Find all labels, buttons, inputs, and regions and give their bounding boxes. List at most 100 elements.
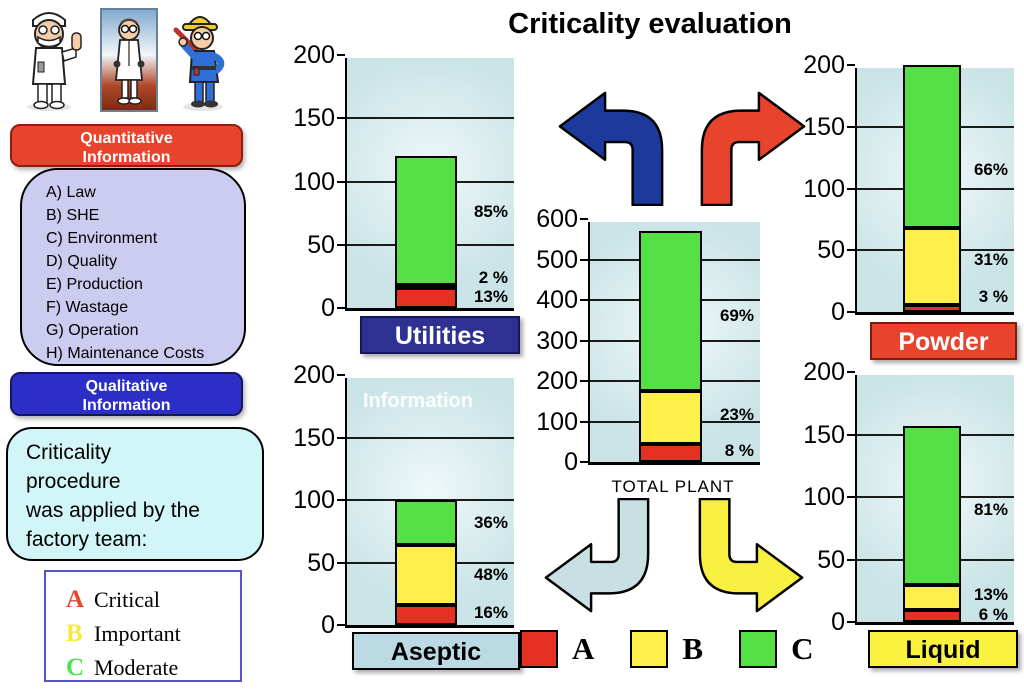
segment-percent-label: 3 %: [978, 287, 1008, 307]
y-tick-mark: [847, 125, 855, 128]
severity-legend-box: A Critical B Important C Moderate: [44, 570, 242, 682]
utilities-y-axis: 0 50 100 150 200: [270, 41, 345, 322]
gridline: [347, 117, 514, 120]
y-tick-mark: [580, 339, 588, 342]
y-tick-label: 600: [536, 205, 578, 233]
powder-plot-area: 3 % 31% 66%: [855, 65, 1014, 315]
y-tick-label: 100: [536, 407, 578, 436]
bar-segment-c: [395, 500, 458, 545]
y-tick-label: 100: [803, 174, 845, 203]
flow-arrow-left-icon: [558, 91, 664, 206]
powder-y-axis: 0 50 100 150 200: [780, 51, 855, 326]
y-tick-label: 200: [293, 41, 335, 69]
severity-letter-b: B: [66, 620, 83, 647]
flow-arrow-down-left-icon: [544, 498, 650, 613]
bar-segment-b: [902, 228, 961, 305]
criteria-item: B) SHE: [46, 207, 100, 224]
criteria-item: H) Maintenance Costs: [46, 345, 205, 362]
y-tick-label: 200: [803, 358, 845, 386]
series-a-letter: A: [572, 631, 595, 666]
severity-label-moderate: Moderate: [94, 655, 179, 680]
y-tick-mark: [337, 117, 345, 120]
criteria-item: C) Environment: [46, 230, 158, 247]
aseptic-plot-area: 16% 48% 36% Information: [345, 378, 514, 628]
severity-label-important: Important: [94, 621, 181, 646]
bar-segment-b: [395, 284, 458, 289]
criteria-item: F) Wastage: [46, 299, 129, 316]
aseptic-title: Aseptic: [352, 632, 520, 670]
y-tick-label: 50: [307, 230, 335, 259]
y-tick-mark: [337, 499, 345, 501]
bar-segment-b: [902, 584, 961, 611]
y-tick-label: 400: [536, 286, 578, 314]
y-tick-mark: [337, 307, 345, 309]
severity-row-critical: A Critical: [66, 583, 240, 617]
y-tick-mark: [580, 258, 588, 261]
bar-segment-a: [639, 443, 703, 462]
liquid-chart: 0 50 100 150 200 6 % 13% 81% Liquid: [780, 358, 1020, 679]
criteria-item: D) Quality: [46, 253, 118, 270]
page-title: Criticality evaluation: [508, 8, 792, 40]
aseptic-y-axis: 0 50 100 150 200: [270, 361, 345, 639]
series-b-letter: B: [682, 631, 704, 666]
criteria-item: G) Operation: [46, 322, 139, 339]
y-tick-mark: [337, 54, 345, 56]
y-tick-mark: [847, 371, 855, 373]
severity-row-moderate: C Moderate: [66, 651, 240, 685]
y-tick-mark: [337, 624, 345, 626]
y-tick-label: 50: [817, 545, 845, 574]
bar-segment-c: [902, 65, 961, 229]
procedure-line: was applied by the: [26, 499, 200, 522]
severity-row-important: B Important: [66, 617, 240, 651]
y-tick-mark: [337, 243, 345, 246]
criteria-item: A) Law: [46, 184, 96, 201]
flow-arrow-down-right-icon: [698, 498, 804, 613]
y-tick-label: 100: [293, 486, 335, 514]
criteria-list-box: A) Law B) SHE C) Environment D) Quality …: [20, 168, 246, 366]
segment-percent-label: 23%: [719, 405, 754, 425]
segment-percent-label: 31%: [973, 250, 1008, 270]
segment-percent-label: 2 %: [478, 267, 508, 287]
bar-segment-a: [395, 605, 458, 625]
y-tick-mark: [337, 561, 345, 564]
utilities-title: Utilities: [360, 316, 520, 354]
qualitative-line-2: Information: [82, 397, 171, 414]
y-tick-label: 50: [817, 236, 845, 265]
flow-arrow-right-icon: [700, 91, 806, 206]
powder-chart: 0 50 100 150 200 3 % 31% 66% Powder: [780, 51, 1020, 366]
severity-letter-a: A: [66, 586, 85, 613]
y-tick-label: 150: [803, 112, 845, 141]
y-tick-mark: [580, 461, 588, 463]
y-tick-mark: [337, 374, 345, 376]
y-tick-label: 300: [536, 326, 578, 355]
series-legend: A B C: [520, 630, 813, 668]
segment-percent-label: 69%: [719, 306, 754, 326]
y-tick-label: 150: [293, 104, 335, 133]
bar-segment-b: [395, 545, 458, 605]
plot-watermark: Information: [363, 390, 473, 412]
y-tick-mark: [580, 420, 588, 423]
liquid-y-axis: 0 50 100 150 200: [780, 358, 855, 636]
severity-letter-c: C: [66, 654, 85, 681]
series-a-swatch: [520, 630, 558, 668]
total-plant-plot-area: 8 % 23% 69%: [588, 222, 760, 465]
y-tick-label: 100: [293, 167, 335, 196]
y-tick-label: 0: [831, 298, 845, 326]
y-tick-mark: [580, 218, 588, 220]
worker-cartoon-icon: [173, 16, 225, 111]
y-tick-label: 200: [803, 51, 845, 79]
qualitative-information-box: Qualitative Information: [10, 372, 243, 416]
procedure-line: Criticality: [26, 441, 112, 464]
gridline: [347, 436, 514, 439]
y-tick-mark: [580, 380, 588, 382]
liquid-plot-area: 6 % 13% 81%: [855, 375, 1014, 625]
quantitative-line-1: Quantitative: [80, 130, 173, 147]
quantitative-line-2: Information: [82, 149, 171, 166]
criteria-item: E) Production: [46, 276, 143, 293]
utilities-plot-area: 13% 2 % 85%: [345, 58, 514, 311]
series-c-swatch: [739, 630, 778, 668]
procedure-note-box: Criticality procedure was applied by the…: [6, 427, 264, 561]
severity-label-critical: Critical: [94, 587, 160, 612]
y-tick-label: 50: [307, 548, 335, 577]
y-tick-label: 500: [536, 245, 578, 274]
